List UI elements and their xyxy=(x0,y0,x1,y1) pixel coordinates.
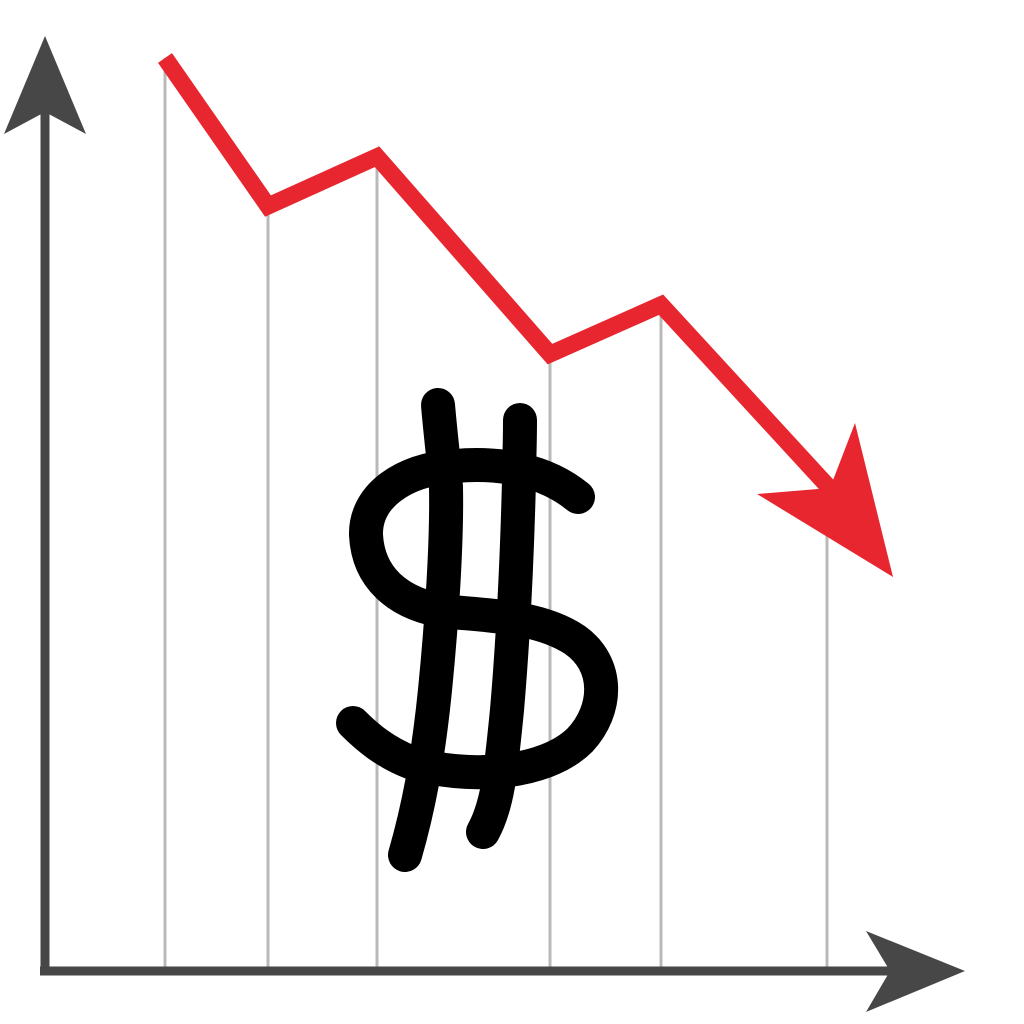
dollar-sign-icon xyxy=(336,388,619,872)
trend-series xyxy=(158,53,893,577)
chart-axes xyxy=(4,36,965,1012)
y-axis-arrow-icon xyxy=(4,36,86,134)
trend-arrowhead-icon xyxy=(757,423,893,577)
trend-line xyxy=(158,53,842,500)
x-axis-arrow-icon xyxy=(866,931,965,1012)
